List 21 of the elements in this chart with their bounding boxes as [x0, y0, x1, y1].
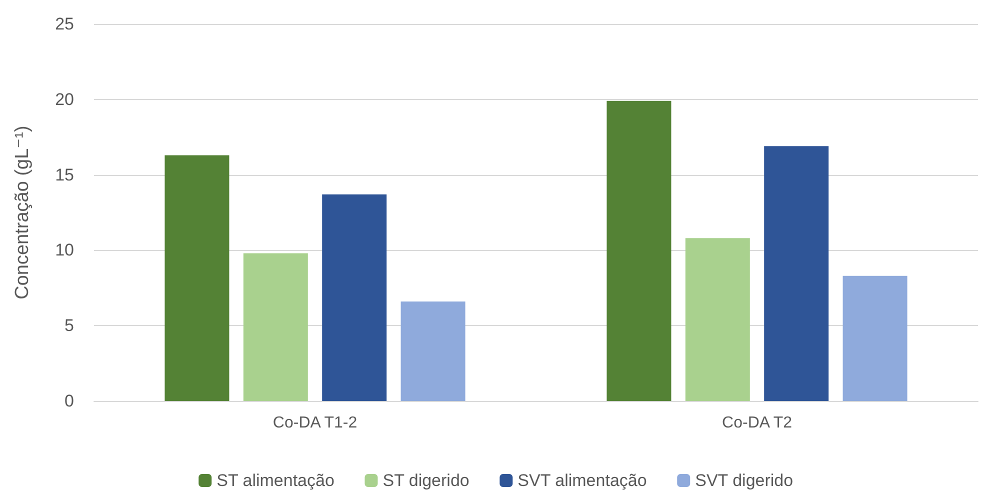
y-tick-label: 25 — [55, 14, 74, 34]
y-tick-label: 15 — [55, 165, 74, 184]
y-tick-label: 0 — [64, 392, 74, 410]
bar — [764, 146, 829, 401]
legend-label: SVT digerido — [695, 471, 794, 490]
bar — [322, 194, 387, 401]
bar — [400, 301, 466, 401]
bar — [164, 155, 230, 401]
legend-label: SVT alimentação — [518, 471, 647, 490]
bar — [842, 276, 908, 401]
legend-label: ST alimentação — [216, 471, 334, 490]
bar — [606, 100, 672, 401]
x-tick-label: Co-DA T2 — [722, 414, 792, 432]
bar — [243, 253, 308, 401]
x-tick-label: Co-DA T1-2 — [272, 414, 358, 432]
y-axis-title: Concentração (gL⁻¹) — [12, 126, 33, 300]
y-tick-label: 5 — [64, 316, 74, 336]
legend-label: ST digerido — [382, 471, 470, 490]
y-tick-label: 20 — [55, 90, 74, 109]
y-tick-label: 10 — [55, 240, 74, 260]
bar — [685, 238, 750, 401]
